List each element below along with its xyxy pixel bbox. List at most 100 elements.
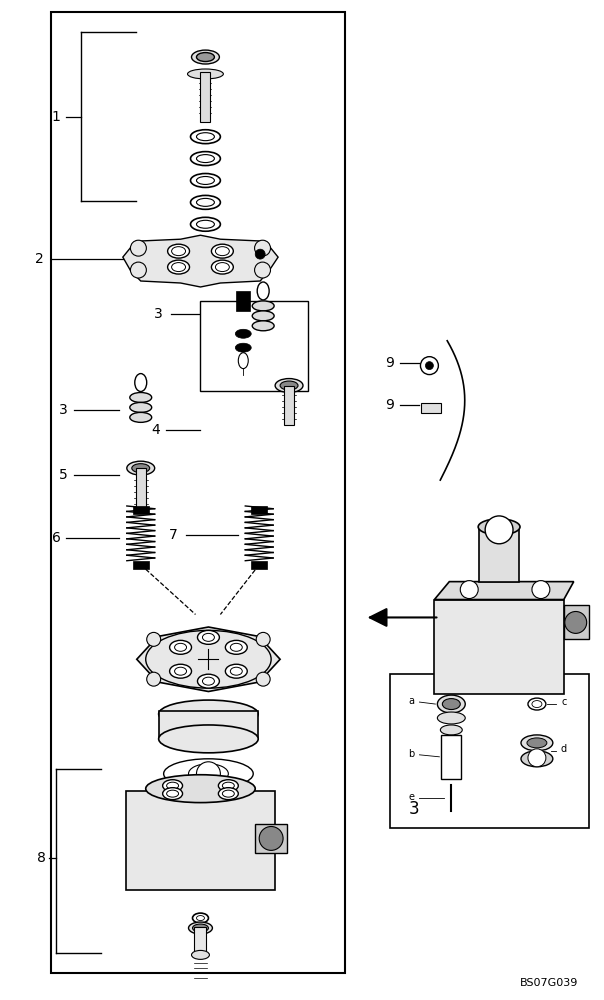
Ellipse shape bbox=[202, 677, 214, 685]
Text: a: a bbox=[408, 696, 414, 706]
Ellipse shape bbox=[478, 519, 520, 535]
Ellipse shape bbox=[222, 782, 234, 789]
Polygon shape bbox=[137, 627, 280, 692]
Ellipse shape bbox=[196, 198, 214, 206]
Bar bbox=[133, 506, 149, 514]
Ellipse shape bbox=[172, 263, 185, 272]
Ellipse shape bbox=[196, 53, 214, 62]
Ellipse shape bbox=[211, 244, 233, 258]
Bar bbox=[236, 291, 250, 311]
Ellipse shape bbox=[225, 664, 247, 678]
Ellipse shape bbox=[196, 176, 214, 184]
Text: BS07G039: BS07G039 bbox=[521, 978, 579, 988]
Ellipse shape bbox=[196, 220, 214, 228]
Circle shape bbox=[254, 262, 271, 278]
Ellipse shape bbox=[193, 913, 208, 923]
Ellipse shape bbox=[437, 712, 465, 724]
Ellipse shape bbox=[230, 667, 242, 675]
Ellipse shape bbox=[211, 260, 233, 274]
Circle shape bbox=[425, 362, 434, 370]
Text: 6: 6 bbox=[52, 531, 60, 545]
Ellipse shape bbox=[132, 464, 150, 473]
Text: 8: 8 bbox=[37, 851, 46, 865]
Ellipse shape bbox=[187, 69, 223, 79]
Polygon shape bbox=[123, 235, 278, 287]
Bar bbox=[201, 72, 210, 122]
Ellipse shape bbox=[159, 700, 258, 728]
Text: 5: 5 bbox=[59, 468, 68, 482]
Text: 7: 7 bbox=[169, 528, 178, 542]
Circle shape bbox=[130, 240, 146, 256]
Ellipse shape bbox=[188, 764, 228, 784]
Text: 2: 2 bbox=[35, 252, 43, 266]
Ellipse shape bbox=[222, 790, 234, 797]
Ellipse shape bbox=[130, 412, 152, 422]
Ellipse shape bbox=[239, 353, 248, 369]
Ellipse shape bbox=[190, 174, 220, 187]
Ellipse shape bbox=[168, 260, 190, 274]
Bar bbox=[51, 12, 345, 973]
Ellipse shape bbox=[236, 329, 251, 338]
Ellipse shape bbox=[172, 247, 185, 256]
Ellipse shape bbox=[230, 643, 242, 651]
Bar bbox=[133, 561, 149, 569]
Text: b: b bbox=[408, 749, 414, 759]
Circle shape bbox=[460, 581, 478, 599]
Text: 1: 1 bbox=[52, 110, 60, 124]
Bar bbox=[201, 301, 308, 391]
Bar bbox=[194, 927, 207, 953]
Ellipse shape bbox=[198, 630, 219, 644]
Ellipse shape bbox=[280, 381, 298, 390]
Bar bbox=[136, 468, 146, 513]
Circle shape bbox=[565, 611, 586, 633]
Bar bbox=[479, 527, 519, 582]
Ellipse shape bbox=[135, 374, 147, 392]
Ellipse shape bbox=[127, 461, 155, 475]
Ellipse shape bbox=[440, 725, 462, 735]
Ellipse shape bbox=[193, 924, 208, 932]
Circle shape bbox=[256, 632, 270, 646]
Ellipse shape bbox=[159, 725, 258, 753]
Ellipse shape bbox=[175, 643, 187, 651]
Ellipse shape bbox=[202, 633, 214, 641]
Circle shape bbox=[147, 672, 161, 686]
Bar bbox=[564, 605, 589, 639]
Bar bbox=[126, 791, 275, 890]
Circle shape bbox=[420, 357, 439, 375]
Ellipse shape bbox=[442, 699, 460, 710]
Ellipse shape bbox=[190, 195, 220, 209]
Ellipse shape bbox=[198, 674, 219, 688]
Ellipse shape bbox=[191, 950, 210, 959]
Circle shape bbox=[147, 632, 161, 646]
Ellipse shape bbox=[216, 247, 230, 256]
Ellipse shape bbox=[521, 751, 553, 767]
Circle shape bbox=[485, 516, 513, 544]
Polygon shape bbox=[434, 582, 574, 600]
Text: d: d bbox=[561, 744, 567, 754]
Text: e: e bbox=[408, 792, 414, 802]
Circle shape bbox=[532, 581, 550, 599]
Ellipse shape bbox=[196, 916, 204, 921]
Ellipse shape bbox=[164, 759, 253, 789]
Ellipse shape bbox=[527, 738, 547, 748]
Text: 3: 3 bbox=[409, 800, 420, 818]
Text: 3: 3 bbox=[154, 307, 163, 321]
Circle shape bbox=[256, 672, 270, 686]
Circle shape bbox=[254, 240, 271, 256]
Ellipse shape bbox=[167, 782, 179, 789]
Circle shape bbox=[130, 262, 146, 278]
Circle shape bbox=[255, 249, 265, 259]
Bar bbox=[422, 403, 442, 413]
Ellipse shape bbox=[532, 701, 542, 708]
Ellipse shape bbox=[252, 321, 274, 331]
Text: c: c bbox=[561, 697, 567, 707]
Text: 4: 4 bbox=[151, 423, 160, 437]
Ellipse shape bbox=[257, 282, 269, 300]
Text: 9: 9 bbox=[385, 356, 394, 370]
Ellipse shape bbox=[188, 922, 213, 934]
Bar bbox=[442, 735, 461, 779]
Ellipse shape bbox=[190, 130, 220, 144]
Ellipse shape bbox=[275, 379, 303, 392]
Ellipse shape bbox=[528, 698, 546, 710]
Ellipse shape bbox=[437, 695, 465, 713]
